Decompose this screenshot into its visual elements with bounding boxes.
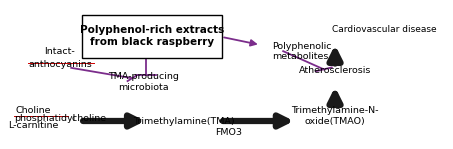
Text: phosphatidyl: phosphatidyl bbox=[14, 114, 75, 123]
FancyBboxPatch shape bbox=[82, 15, 222, 58]
Text: choline: choline bbox=[69, 114, 106, 123]
Text: Cardiovascular disease: Cardiovascular disease bbox=[333, 25, 437, 34]
Text: Choline: Choline bbox=[15, 106, 51, 115]
Text: L-carnitine: L-carnitine bbox=[8, 121, 58, 130]
Text: Trimethylamine-N-
oxide(TMAO): Trimethylamine-N- oxide(TMAO) bbox=[291, 106, 379, 126]
Text: Polyphenolic
metabolites: Polyphenolic metabolites bbox=[272, 42, 332, 61]
Text: Intact-: Intact- bbox=[44, 47, 75, 56]
Text: anthocyanins: anthocyanins bbox=[28, 60, 92, 69]
Text: Atherosclerosis: Atherosclerosis bbox=[299, 66, 371, 75]
Text: FMO3: FMO3 bbox=[216, 128, 242, 137]
Text: TMA-producing
microbiota: TMA-producing microbiota bbox=[108, 72, 179, 92]
Text: Trimethylamine(TMA): Trimethylamine(TMA) bbox=[133, 117, 235, 126]
Text: Polyphenol-rich extracts
from black raspberry: Polyphenol-rich extracts from black rasp… bbox=[80, 25, 225, 47]
